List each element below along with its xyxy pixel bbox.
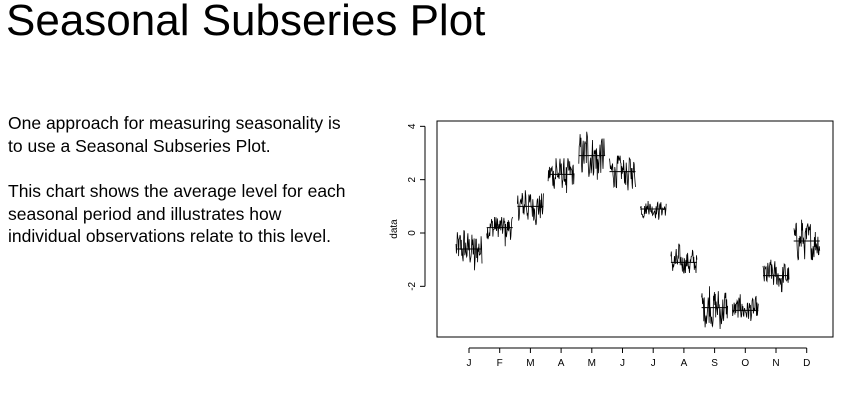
x-tick-label: O [741,358,749,369]
x-tick-label: M [526,358,534,369]
subseries-line [762,259,790,293]
x-tick-label: J [467,358,472,369]
plot-frame [436,120,834,338]
y-tick-label: -2 [407,281,418,290]
subseries-group [455,131,821,330]
chart-svg: data -2 0 2 4 J F M A M J J A S O N D [389,120,834,369]
y-tick-label: 0 [407,230,418,236]
y-axis: -2 0 2 4 [407,123,426,291]
x-tick-label: D [803,358,810,369]
subseries-line [455,230,483,271]
mean-lines-group [456,155,820,311]
subseries-line [578,131,606,180]
x-tick-label: N [772,358,779,369]
subseries-line [609,155,636,191]
subseries-line [517,190,544,226]
subseries-line [731,294,759,322]
seasonal-subseries-chart: data -2 0 2 4 J F M A M J J A S O N D [370,100,849,413]
slide-body: One approach for measuring seasonality i… [8,112,353,271]
x-tick-label: S [711,358,718,369]
subseries-line [547,158,575,194]
slide-title: Seasonal Subseries Plot [6,0,486,45]
subseries-line [793,219,821,261]
paragraph-intro: One approach for measuring seasonality i… [8,113,341,156]
subseries-line [670,243,698,274]
subseries-line [701,286,728,330]
subseries-line [486,216,514,247]
x-tick-label: F [497,358,503,369]
y-tick-label: 2 [407,176,418,182]
x-tick-label: M [588,358,596,369]
y-tick-label: 4 [407,123,418,129]
subseries-line [640,200,667,220]
x-tick-label: A [681,358,688,369]
x-tick-label: J [620,358,625,369]
x-tick-label: J [651,358,656,369]
x-tick-label: A [558,358,565,369]
paragraph-detail: This chart shows the average level for e… [8,181,346,246]
y-axis-label: data [389,219,400,239]
